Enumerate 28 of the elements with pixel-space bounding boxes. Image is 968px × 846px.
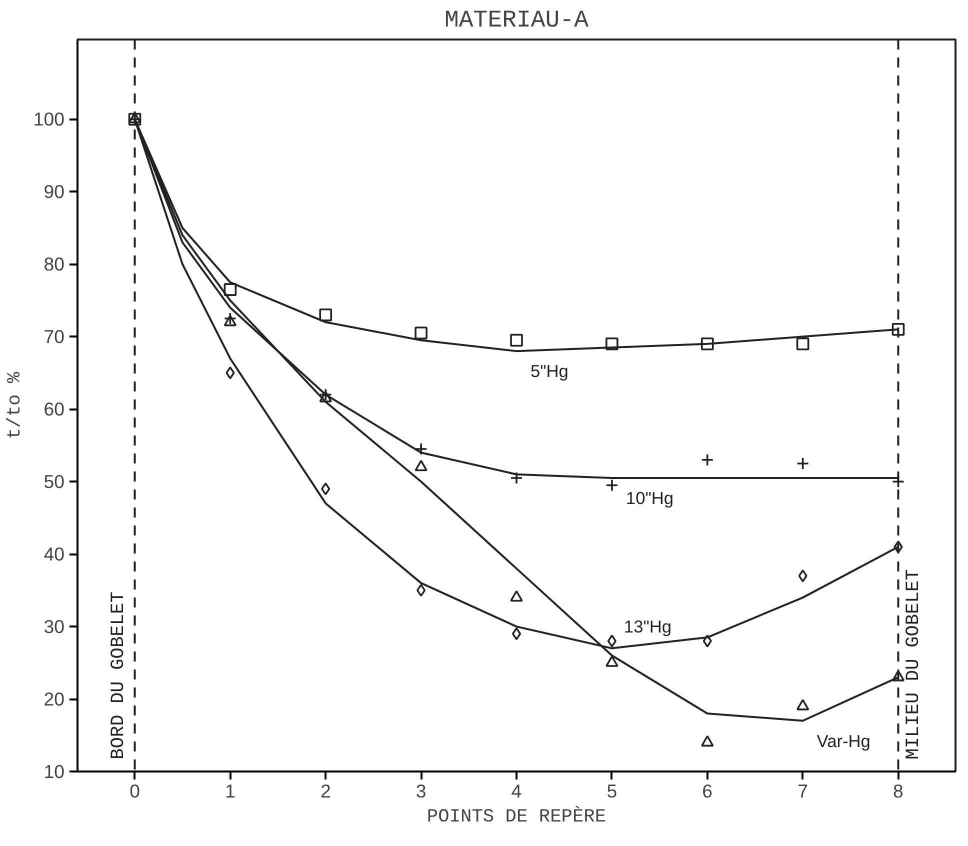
x-tick-label: 4: [511, 780, 522, 802]
x-tick-label: 0: [130, 780, 140, 802]
chart-title: MATERIAU-A: [444, 8, 590, 34]
x-tick-label: 7: [798, 780, 808, 802]
x-axis-title: POINTS DE REPÈRE: [426, 806, 606, 828]
series-label: Var-Hg: [816, 730, 870, 751]
x-tick-label: 8: [893, 780, 904, 802]
ref-line-label: BORD DU GOBELET: [106, 592, 129, 760]
x-tick-label: 3: [416, 780, 426, 802]
series-label: 13"Hg: [624, 616, 672, 636]
y-tick-label: 30: [44, 616, 65, 638]
y-tick-label: 10: [44, 761, 65, 782]
x-tick-label: 5: [606, 780, 618, 802]
y-axis-title: t/to %: [3, 371, 26, 440]
series-label: 10"Hg: [626, 488, 674, 508]
x-tick-label: 2: [320, 780, 331, 802]
y-tick-label: 100: [33, 108, 65, 130]
y-tick-label: 60: [44, 398, 65, 420]
x-tick-label: 6: [702, 780, 713, 802]
y-tick-label: 40: [44, 544, 65, 565]
series-label: 5"Hg: [530, 361, 568, 382]
y-tick-label: 20: [44, 688, 65, 710]
y-tick-label: 90: [44, 181, 65, 202]
ref-line-label: MILIEU DU GOBELET: [902, 569, 924, 760]
x-tick-label: 1: [225, 780, 236, 802]
y-tick-label: 80: [44, 254, 65, 275]
y-tick-label: 70: [44, 326, 65, 348]
y-tick-label: 50: [44, 471, 65, 492]
